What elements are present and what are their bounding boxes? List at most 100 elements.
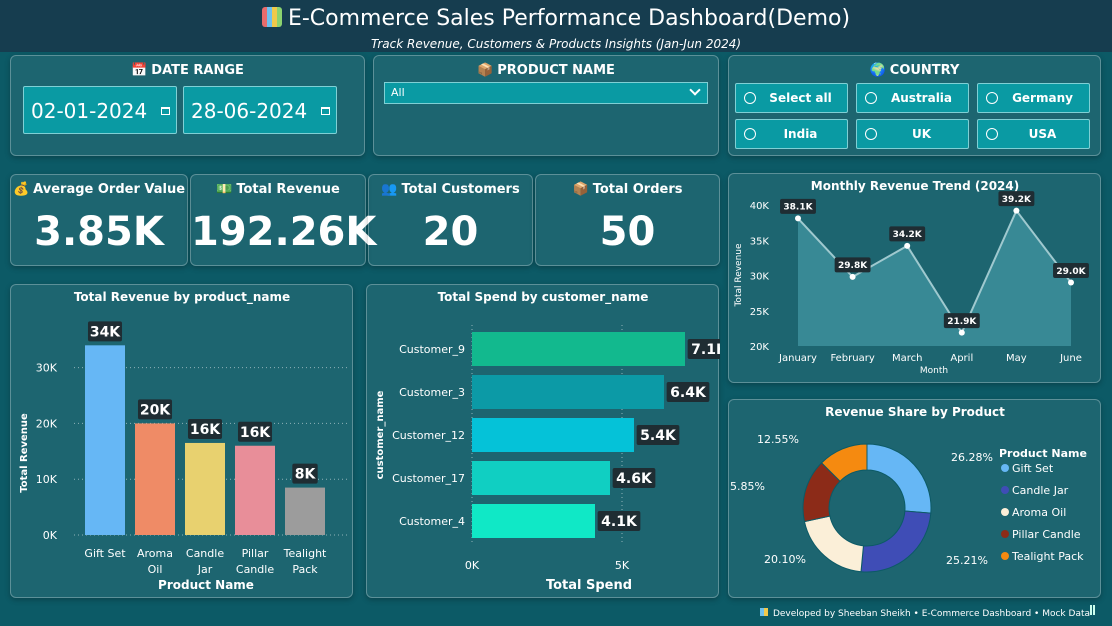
data-label: 25.21% [946,554,988,567]
x-tick-label: February [830,353,874,364]
chevron-down-icon[interactable] [689,84,701,96]
legend-label: Pillar Candle [1012,528,1081,541]
x-tick-label: Tealight [283,547,327,560]
globe-icon: 🌍 [869,63,886,78]
box-icon: 📦 [572,182,589,197]
data-label: 29.8K [838,261,868,271]
country-option-india[interactable]: India [735,119,848,149]
money-bag-icon: 💰 [12,182,30,197]
kpi-value: 20 [422,209,479,255]
x-tick-label: Jar [197,563,213,576]
footer-credit: Developed by Sheeban Sheikh • E-Commerce… [759,608,1090,619]
bar [285,487,325,535]
x-axis-label: Month [920,366,948,376]
y-tick-label: 30K [36,362,58,375]
data-label: 39.2K [1002,195,1032,205]
x-tick-label: April [950,353,973,364]
data-label: 34K [90,324,121,340]
bar [235,445,275,535]
revenue-share-panel: Revenue Share by Product 26.28% 25.21% 20.1… [728,399,1101,598]
data-label: 4.6K [616,471,653,487]
kpi-label: 💵 Total Revenue [216,182,340,197]
country-option-australia[interactable]: Australia [856,83,969,113]
donut-slice [803,515,864,573]
cash-icon: 💵 [216,182,233,197]
kpi-label: 👥 Total Customers [381,182,520,197]
radio-icon[interactable] [865,128,877,140]
data-point [958,329,965,336]
x-tick-label: Pillar [242,547,269,560]
x-axis-label: Total Spend [546,578,632,593]
legend-label: Candle Jar [1012,484,1069,497]
country-slicer: 🌍 COUNTRY Select all Australia Germany In… [728,55,1101,156]
radio-icon[interactable] [744,128,756,140]
bar-chart-icon [261,7,282,27]
calendar-icon: 📅 [131,63,148,78]
country-option-select-all[interactable]: Select all [735,83,848,113]
people-icon: 👥 [381,182,398,197]
x-tick-label: Candle [236,563,274,576]
data-label-bg [597,511,641,531]
data-point [904,242,911,249]
product-name-dropdown[interactable]: All [384,82,708,104]
data-label-bg [187,418,223,439]
chart-title: Monthly Revenue Trend (2024) [811,179,1019,193]
data-label: 16K [240,425,271,441]
calendar-icon[interactable] [161,107,170,115]
y-tick-label: 30K [750,272,770,283]
y-tick-label: Customer_17 [392,472,465,485]
y-tick-label: Customer_12 [392,429,465,442]
data-label-bg [834,257,871,273]
data-label-bg [1053,263,1089,279]
data-label: 26.28% [951,451,993,464]
bar [472,504,595,538]
radio-icon[interactable] [865,92,877,104]
bar [472,461,610,495]
kpi-label: 💰 Average Order Value [12,182,186,197]
bar [185,442,225,535]
data-label-bg [943,313,980,329]
x-tick-label: Candle [186,547,224,560]
calendar-icon[interactable] [321,107,330,115]
x-axis-label: Product Name [158,578,254,592]
data-label-bg [889,226,926,242]
data-point [1068,279,1074,286]
resize-handle-icon[interactable] [1090,605,1095,615]
radio-icon[interactable] [986,128,998,140]
y-tick-label: 20K [36,417,58,430]
y-tick-label: Customer_4 [399,515,465,528]
country-title: 🌍 COUNTRY [869,63,960,78]
data-label-bg [292,463,318,484]
legend-label: Aroma Oil [1012,506,1066,519]
bar [135,423,175,535]
area-fill [798,210,1071,346]
x-tick-label: January [778,353,817,364]
x-tick-label: May [1006,353,1027,364]
radio-icon[interactable] [986,92,998,104]
data-label-bg [137,399,173,420]
legend-marker [1001,552,1009,560]
data-label: 7.1K [691,342,720,358]
product-name-slicer: 📦 PRODUCT NAME All [373,55,719,156]
y-tick-label: Customer_9 [399,343,465,356]
bar-chart-icon [759,608,768,616]
bar [472,375,664,409]
chart-title: Total Spend by customer_name [438,290,649,305]
country-option-usa[interactable]: USA [977,119,1090,149]
y-tick-label: 20K [750,342,770,353]
kpi-label: 📦 Total Orders [572,182,683,197]
data-label-bg [237,421,273,442]
data-point [1013,207,1020,214]
x-tick-label: 0K [465,559,480,572]
country-option-germany[interactable]: Germany [977,83,1090,113]
donut-slice [860,510,932,573]
kpi-card-total-orders: 📦 Total Orders 50 [535,174,720,266]
country-option-uk[interactable]: UK [856,119,969,149]
chart-title: Revenue Share by Product [825,405,1005,419]
radio-icon[interactable] [744,92,756,104]
data-label: 20K [140,402,171,418]
x-tick-label: Aroma [137,547,173,560]
end-date-input[interactable]: 28-06-2024 [183,86,337,134]
y-tick-label: 40K [750,201,770,212]
start-date-input[interactable]: 02-01-2024 [23,86,177,134]
